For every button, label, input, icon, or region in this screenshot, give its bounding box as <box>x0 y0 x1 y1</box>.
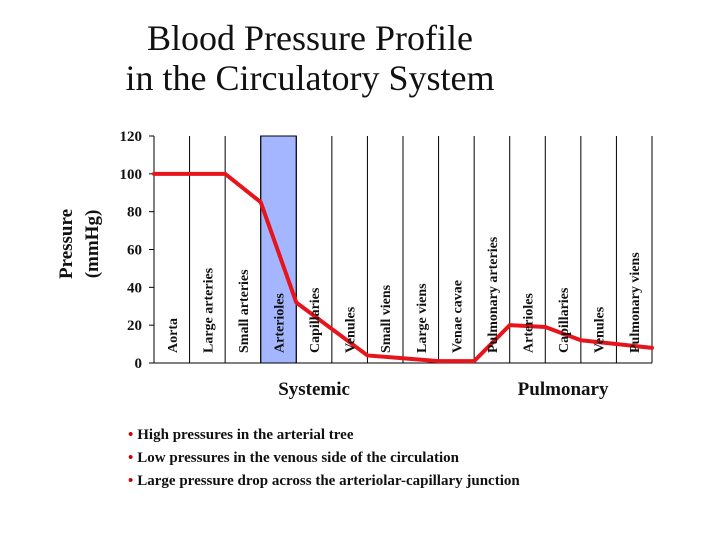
category-label: Venules <box>344 306 359 353</box>
title-line-1: Blood Pressure Profile <box>147 18 473 58</box>
y-axis-label-unit: (mmHg) <box>82 210 103 279</box>
category-label: Small arteries <box>237 269 252 353</box>
category-label: Aorta <box>166 318 181 353</box>
category-label: Venules <box>593 306 608 353</box>
y-tick-label: 20 <box>127 318 142 334</box>
title-line-2: in the Circulatory System <box>125 58 495 98</box>
bullet-list: High pressures in the arterial tree Low … <box>128 424 520 493</box>
pressure-series-line <box>152 171 654 364</box>
y-tick-label: 120 <box>120 129 143 145</box>
y-tick-label: 100 <box>120 167 143 183</box>
category-label: Pulmonary arteries <box>486 236 501 353</box>
category-label: Arterioles <box>273 293 288 353</box>
bullet-item: High pressures in the arterial tree <box>128 424 520 447</box>
bullet-item: Low pressures in the venous side of the … <box>128 447 520 470</box>
group-label: Systemic <box>278 379 350 400</box>
category-label: Capillaries <box>557 287 572 353</box>
category-label: Venae cavae <box>450 280 465 353</box>
y-tick-label: 40 <box>127 280 142 296</box>
category-label: Large arteries <box>201 267 216 353</box>
category-label: Pulmonary viens <box>628 252 643 353</box>
category-label: Capillaries <box>308 287 323 353</box>
bullet-item: Large pressure drop across the arteriola… <box>128 470 519 493</box>
page-title: Blood Pressure Profile in the Circulator… <box>0 18 620 98</box>
category-label: Arterioles <box>522 293 537 353</box>
category-label: Large viens <box>415 283 430 353</box>
y-axis-label: Pressure <box>56 209 77 279</box>
y-tick-label: 0 <box>135 356 143 372</box>
group-label: Pulmonary <box>518 379 609 400</box>
category-label: Small viens <box>379 284 394 353</box>
y-tick-label: 80 <box>127 205 142 221</box>
y-tick-label: 60 <box>127 243 142 259</box>
